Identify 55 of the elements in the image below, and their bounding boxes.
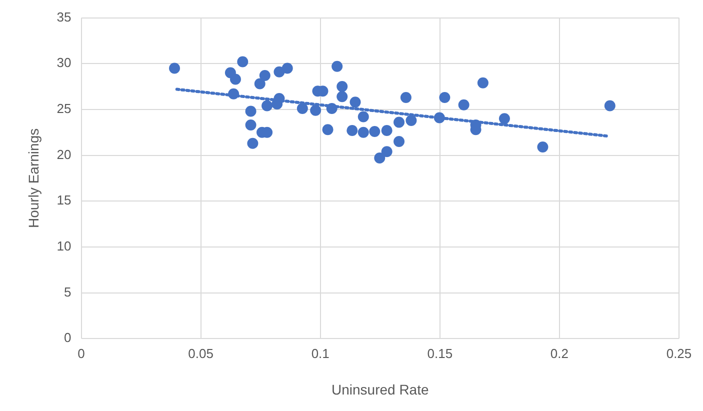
x-tick-label: 0.2 bbox=[550, 346, 568, 361]
point bbox=[332, 60, 343, 72]
x-tick-label: 0.25 bbox=[666, 346, 692, 361]
point bbox=[310, 104, 322, 116]
x-tick-label: 0.15 bbox=[427, 346, 453, 361]
point bbox=[169, 62, 180, 74]
point bbox=[296, 103, 308, 114]
y-axis-title: Hourly Earnings bbox=[25, 128, 42, 228]
point bbox=[274, 66, 285, 78]
point bbox=[350, 96, 361, 108]
y-tick-label: 15 bbox=[56, 192, 72, 208]
point bbox=[381, 146, 392, 158]
point bbox=[458, 99, 470, 110]
y-tick-label: 0 bbox=[64, 330, 72, 346]
point bbox=[434, 112, 445, 124]
point bbox=[230, 74, 241, 85]
point bbox=[237, 56, 248, 68]
point bbox=[262, 100, 273, 112]
point bbox=[254, 78, 266, 90]
point bbox=[358, 126, 369, 138]
point bbox=[439, 92, 450, 104]
point bbox=[394, 136, 405, 148]
point bbox=[259, 70, 270, 82]
x-tick-label: 0 bbox=[78, 346, 85, 361]
point bbox=[336, 91, 348, 102]
point bbox=[537, 142, 548, 153]
point bbox=[245, 120, 256, 131]
point bbox=[274, 92, 285, 104]
point bbox=[406, 114, 417, 126]
y-tick-label: 20 bbox=[56, 146, 72, 162]
point bbox=[400, 92, 412, 104]
point bbox=[326, 103, 338, 114]
y-tick-label: 10 bbox=[56, 238, 72, 254]
point bbox=[498, 113, 510, 124]
y-tick-label: 30 bbox=[56, 55, 72, 70]
point bbox=[346, 125, 358, 136]
point bbox=[604, 100, 616, 112]
point bbox=[381, 125, 392, 136]
point bbox=[282, 62, 293, 74]
point bbox=[228, 88, 240, 100]
y-tick-label: 25 bbox=[56, 101, 72, 116]
x-tick-label: 0.05 bbox=[188, 346, 214, 361]
point bbox=[322, 124, 334, 136]
point bbox=[247, 138, 258, 149]
point bbox=[245, 106, 256, 117]
point bbox=[336, 81, 348, 92]
point bbox=[374, 152, 386, 164]
point bbox=[358, 111, 369, 122]
y-tick-label: 35 bbox=[56, 9, 72, 24]
point bbox=[477, 77, 488, 88]
x-tick-label: 0.1 bbox=[311, 346, 330, 361]
y-tick-label: 5 bbox=[64, 284, 72, 300]
x-axis-title: Uninsured Rate bbox=[331, 381, 429, 398]
point bbox=[394, 116, 405, 128]
point bbox=[369, 126, 380, 137]
